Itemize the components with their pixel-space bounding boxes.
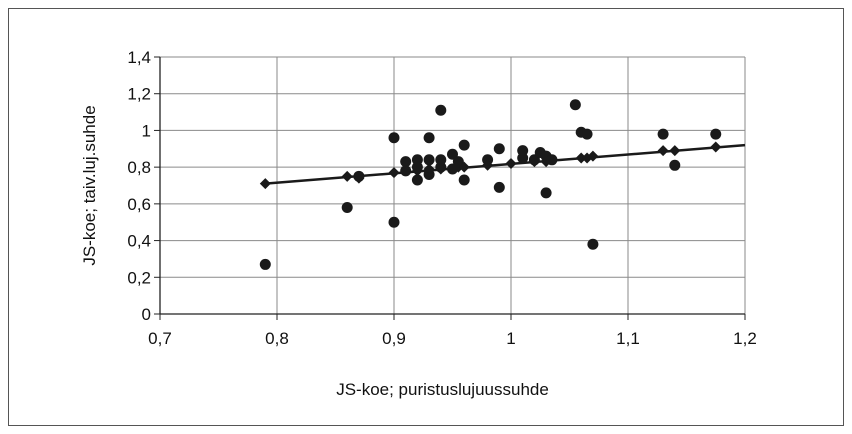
y-tick-label: 0,4 xyxy=(127,232,151,251)
circle-point xyxy=(411,174,423,186)
points-layer xyxy=(259,99,722,270)
x-tick-label: 0,9 xyxy=(382,329,406,348)
circle-point xyxy=(482,154,494,166)
circle-point xyxy=(423,154,435,166)
circle-point xyxy=(587,238,599,250)
circle-point xyxy=(400,156,412,168)
y-tick-label: 1,4 xyxy=(127,48,151,67)
circle-point xyxy=(423,132,435,144)
diamond-point xyxy=(458,161,470,173)
circle-point xyxy=(259,258,271,270)
y-tick-label: 0,2 xyxy=(127,268,151,287)
diamond-point xyxy=(423,163,435,175)
y-tick-label: 0 xyxy=(142,305,151,324)
chart-frame xyxy=(8,8,844,426)
diamond-point xyxy=(435,163,447,175)
circle-point xyxy=(569,99,581,111)
x-tick-label: 0,8 xyxy=(265,329,289,348)
diamond-point xyxy=(528,156,540,168)
x-tick-label: 0,7 xyxy=(148,329,172,348)
circle-point xyxy=(458,139,470,151)
circle-point xyxy=(581,128,593,140)
circle-point xyxy=(388,216,400,228)
circle-point xyxy=(341,202,353,214)
diamond-point xyxy=(452,161,464,173)
axes xyxy=(154,56,746,320)
circle-point xyxy=(423,168,435,180)
diamond-point xyxy=(657,145,669,157)
circle-point xyxy=(435,104,447,116)
diamond-point xyxy=(575,152,587,164)
diamond-point xyxy=(388,167,400,179)
x-tick-label: 1 xyxy=(506,329,515,348)
circle-point xyxy=(388,132,400,144)
diamond-point xyxy=(259,178,271,190)
diamond-point xyxy=(540,156,552,168)
diamond-point xyxy=(505,157,517,169)
circle-point xyxy=(400,165,412,177)
circle-point xyxy=(493,143,505,155)
x-tick-label: 1,1 xyxy=(616,329,640,348)
circle-point xyxy=(517,152,529,164)
y-tick-label: 1,2 xyxy=(127,85,151,104)
y-axis-title: JS-koe; taiv.luj.suhde xyxy=(80,105,99,265)
diamond-point xyxy=(482,159,494,171)
circle-point xyxy=(447,148,458,160)
grid xyxy=(160,56,746,314)
circle-point xyxy=(669,159,681,171)
circle-point xyxy=(458,174,470,186)
diamond-point xyxy=(411,165,423,177)
diamond-point xyxy=(587,150,599,162)
circle-point xyxy=(493,181,505,193)
circle-point xyxy=(452,156,464,168)
circle-point xyxy=(540,187,552,199)
x-axis-title: JS-koe; puristuslujuussuhde xyxy=(336,380,549,399)
circle-point xyxy=(435,154,447,166)
circle-point xyxy=(657,128,669,140)
y-tick-label: 1 xyxy=(142,121,151,140)
diamond-point xyxy=(353,172,365,184)
tick-labels: 0 0,2 0,4 0,6 0,8 1 1,2 1,4 0,7 0,8 0,9 1 1,1 1,2 xyxy=(127,48,756,348)
diamond-point xyxy=(710,141,722,153)
y-tick-label: 0,6 xyxy=(127,195,151,214)
circle-point xyxy=(710,128,722,140)
x-tick-label: 1,2 xyxy=(733,329,757,348)
circle-point xyxy=(411,154,423,166)
diamond-point xyxy=(669,145,681,157)
diamond-point xyxy=(341,170,353,182)
y-tick-label: 0,8 xyxy=(127,158,151,177)
